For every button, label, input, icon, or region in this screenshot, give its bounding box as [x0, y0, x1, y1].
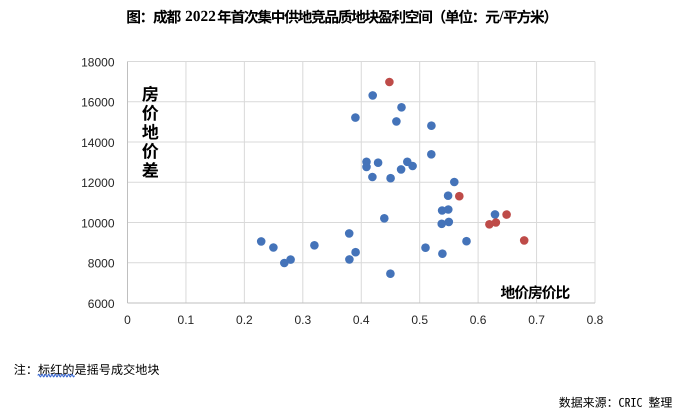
svg-text:18000: 18000	[81, 55, 115, 69]
svg-text:0.2: 0.2	[236, 313, 253, 327]
svg-text:0.1: 0.1	[178, 313, 195, 327]
svg-text:0.8: 0.8	[587, 313, 604, 327]
svg-text:0.3: 0.3	[294, 313, 311, 327]
svg-text:0.7: 0.7	[528, 313, 545, 327]
svg-text:0.6: 0.6	[470, 313, 487, 327]
svg-text:0: 0	[124, 313, 131, 327]
svg-text:10000: 10000	[81, 216, 115, 230]
svg-text:14000: 14000	[81, 136, 115, 150]
svg-text:6000: 6000	[88, 297, 115, 311]
svg-text:0.4: 0.4	[353, 313, 370, 327]
svg-text:16000: 16000	[81, 96, 115, 110]
svg-text:12000: 12000	[81, 176, 115, 190]
svg-text:8000: 8000	[88, 257, 115, 271]
svg-text:0.5: 0.5	[411, 313, 428, 327]
